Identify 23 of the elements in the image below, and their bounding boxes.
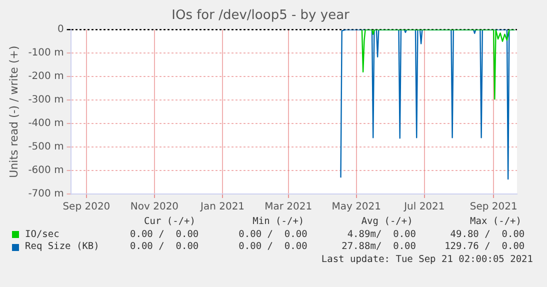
x-tick-label: Sep 2020 <box>62 202 110 213</box>
chart-title: IOs for /dev/loop5 - by year <box>172 8 350 24</box>
y-tick-label: -700 m <box>28 188 64 200</box>
y-tick-label: -200 m <box>28 71 64 82</box>
y-tick-label: 0 <box>57 24 64 36</box>
legend-label: Req Size (KB) <box>25 241 100 254</box>
x-tick-label: Jul 2021 <box>403 202 445 213</box>
x-tick-label: Sep 2021 <box>470 202 518 213</box>
y-tick-label: -500 m <box>28 142 64 153</box>
y-tick-label: -400 m <box>28 118 64 130</box>
text: Last update: Tue Sep 21 02:00:05 2021 <box>320 254 534 264</box>
text: Cur (-/+) Min (-/+) Avg (-/+) Max (-/+) <box>144 216 522 228</box>
legend-label: IO/sec <box>25 228 60 241</box>
x-tick-label: Mar 2021 <box>264 202 312 213</box>
y-tick-label: -100 m <box>28 48 64 59</box>
x-tick-label: Jan 2021 <box>199 202 245 213</box>
y-tick-label: -300 m <box>28 94 64 106</box>
x-tick-label: Nov 2020 <box>130 202 179 213</box>
x-tick-label: May 2021 <box>332 202 382 213</box>
text: 0.00 / 0.00 0.00 / 0.00 27.88m/ 0.00 129.76 / 0.00 <box>130 241 525 254</box>
y-tick-label: -600 m <box>28 165 64 176</box>
text: 0.00 / 0.00 0.00 / 0.00 4.89m/ 0.00 49.80 / 0.00 <box>130 228 525 241</box>
y-axis-title: Units read (-) / write (+) <box>7 46 20 178</box>
